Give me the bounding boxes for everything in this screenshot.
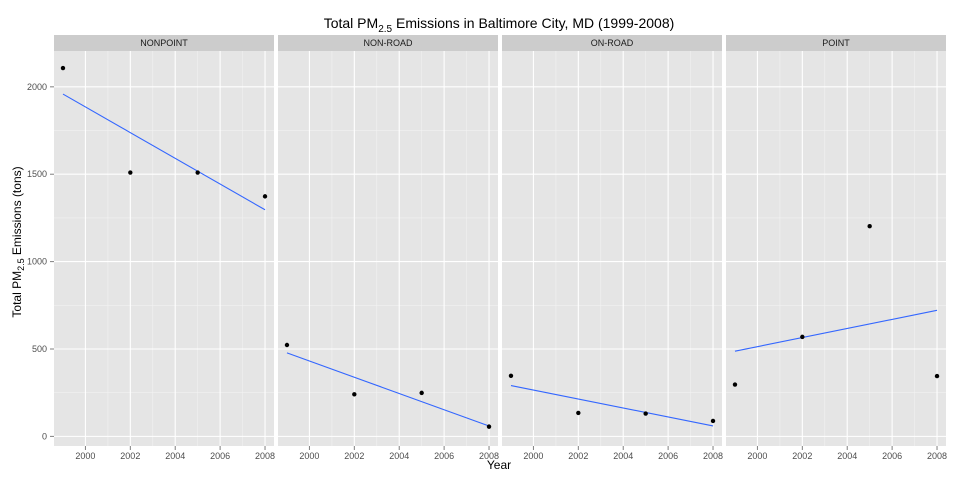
facet-strip — [726, 35, 946, 51]
y-tick-label: 500 — [32, 344, 47, 354]
data-point — [710, 418, 716, 424]
trend-line — [62, 93, 266, 211]
y-tick-label: 0 — [42, 431, 47, 441]
x-tick-label: 2008 — [927, 451, 947, 461]
x-tick-label: 2000 — [523, 451, 543, 461]
chart-title: Total PM2.5 Emissions in Baltimore City,… — [324, 15, 675, 35]
data-point — [934, 373, 940, 379]
x-tick-label: 2006 — [434, 451, 454, 461]
y-tick-label: 2000 — [27, 82, 47, 92]
y-tick-label: 1500 — [27, 169, 47, 179]
x-tick-label: 2002 — [792, 451, 812, 461]
y-axis: 0 500 1000 1500 2000 — [27, 82, 54, 441]
facet-strip-label: NON-ROAD — [364, 38, 413, 48]
facet-strip-label: POINT — [822, 38, 850, 48]
x-tick-label: 2004 — [613, 451, 633, 461]
x-tick-label: 2002 — [120, 451, 140, 461]
x-tick-label: 2000 — [747, 451, 767, 461]
facet-strip — [54, 35, 274, 51]
x-axis-title: Year — [487, 458, 511, 472]
data-point — [867, 224, 872, 229]
panel-background — [54, 51, 274, 446]
panel-background — [726, 51, 946, 446]
x-tick-label: 2004 — [837, 451, 857, 461]
panel-background — [502, 51, 722, 446]
trend-line — [286, 352, 490, 427]
x-tick-label: 2002 — [344, 451, 364, 461]
facet-strip-label: ON-ROAD — [591, 38, 634, 48]
facet-panel: NON-ROAD 2000 2002 2004 2006 2008 — [278, 35, 499, 461]
x-tick-label: 2006 — [658, 451, 678, 461]
panel-background — [278, 51, 498, 446]
data-point — [352, 392, 357, 397]
data-point — [262, 194, 268, 199]
data-point — [284, 342, 290, 348]
facet-strip-label: NONPOINT — [140, 38, 188, 48]
data-point — [800, 334, 805, 340]
data-point — [576, 410, 581, 416]
data-point — [732, 382, 738, 387]
facet-strip — [502, 35, 722, 51]
x-tick-label: 2008 — [255, 451, 275, 461]
data-point — [195, 170, 200, 175]
y-axis-title: Total PM2.5 Emissions (tons) — [10, 166, 26, 317]
x-tick-label: 2004 — [165, 451, 185, 461]
x-tick-label: 2008 — [479, 451, 499, 461]
facet-panel: POINT 2000 2002 2004 2006 2008 — [726, 35, 947, 461]
data-point — [128, 170, 133, 175]
trend-line — [510, 385, 714, 427]
facet-strip — [278, 35, 498, 51]
y-tick-label: 1000 — [27, 257, 47, 267]
x-tick-label: 2006 — [882, 451, 902, 461]
x-tick-label: 2002 — [568, 451, 588, 461]
x-tick-label: 2008 — [703, 451, 723, 461]
data-point — [486, 424, 492, 429]
facet-panel: NONPOINT 2000 2002 2004 2006 2008 — [54, 35, 275, 461]
x-tick-label: 2004 — [389, 451, 409, 461]
x-tick-label: 2000 — [75, 451, 95, 461]
x-tick-label: 2000 — [299, 451, 319, 461]
facet-panels: NONPOINT 2000 2002 2004 2006 2008 NON-ROAD 2000… — [54, 35, 947, 461]
x-tick-label: 2006 — [210, 451, 230, 461]
data-point — [508, 373, 514, 378]
facet-panel: ON-ROAD 2000 2002 2004 2006 2008 — [502, 35, 723, 461]
data-point — [419, 390, 424, 396]
data-point — [643, 411, 648, 416]
trend-line — [734, 309, 938, 352]
data-point — [60, 65, 66, 71]
